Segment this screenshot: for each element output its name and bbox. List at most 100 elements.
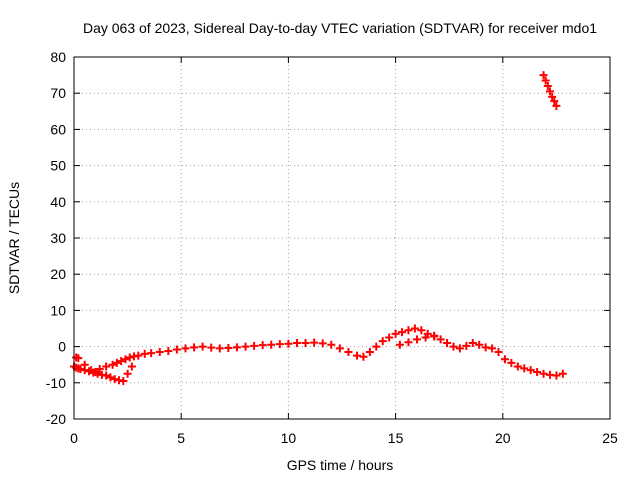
data-point — [181, 344, 190, 353]
data-point — [117, 357, 126, 366]
y-tick-label: 80 — [50, 49, 66, 65]
data-point — [335, 344, 344, 353]
data-point — [413, 335, 422, 344]
data-point — [155, 348, 164, 357]
axis-ticks: 0 5 10 15 20 25 -20 -10 0 10 20 30 40 50 60 70 80 — [46, 49, 618, 446]
data-point — [500, 355, 509, 364]
data-point — [353, 351, 362, 360]
data-point — [91, 367, 100, 376]
data-point — [417, 326, 426, 335]
data-point — [80, 360, 89, 369]
data-point — [430, 331, 439, 340]
data-point — [507, 358, 516, 367]
data-point — [543, 81, 552, 90]
y-tick-label: 60 — [50, 121, 66, 137]
y-tick-label: -10 — [46, 375, 66, 391]
data-point — [365, 348, 374, 357]
data-point — [475, 340, 484, 349]
data-point — [372, 342, 381, 351]
data-point — [123, 369, 132, 378]
x-tick-label: 25 — [602, 430, 618, 446]
x-tick-label: 20 — [495, 430, 511, 446]
data-point — [318, 339, 327, 348]
x-axis-label: GPS time / hours — [287, 457, 394, 473]
data-point — [462, 341, 471, 350]
x-tick-label: 5 — [177, 430, 185, 446]
chart-title: Day 063 of 2023, Sidereal Day-to-day VTE… — [83, 20, 597, 36]
data-point — [108, 360, 117, 369]
data-point — [74, 354, 83, 363]
data-point — [545, 87, 554, 96]
data-point — [87, 366, 96, 375]
data-point — [513, 362, 522, 371]
y-tick-label: 70 — [50, 85, 66, 101]
data-point — [494, 348, 503, 357]
data-point — [284, 339, 293, 348]
data-point — [539, 71, 548, 80]
data-point — [95, 365, 104, 374]
y-tick-label: 40 — [50, 194, 66, 210]
data-point — [267, 340, 276, 349]
data-point — [250, 341, 259, 350]
data-point — [404, 326, 413, 335]
data-point — [121, 355, 130, 364]
data-point — [449, 342, 458, 351]
y-tick-label: 50 — [50, 158, 66, 174]
data-point — [378, 337, 387, 346]
data-point — [112, 358, 121, 367]
data-point — [391, 329, 400, 338]
data-point — [481, 343, 490, 352]
data-point — [147, 349, 156, 358]
data-point — [106, 373, 115, 382]
data-point — [232, 343, 241, 352]
x-tick-label: 0 — [70, 430, 78, 446]
data-point — [327, 340, 336, 349]
data-point — [76, 365, 85, 374]
data-point — [558, 369, 567, 378]
y-axis-label: SDTVAR / TECUs — [6, 182, 22, 294]
x-tick-label: 10 — [281, 430, 297, 446]
data-point — [119, 376, 128, 385]
data-points — [70, 71, 567, 385]
data-point — [134, 351, 143, 360]
data-point — [436, 335, 445, 344]
data-point — [526, 366, 535, 375]
data-point — [404, 338, 413, 347]
data-point — [110, 375, 119, 384]
y-tick-label: 10 — [50, 302, 66, 318]
data-point — [127, 362, 136, 371]
data-point — [488, 344, 497, 353]
data-point — [395, 340, 404, 349]
data-point — [410, 324, 419, 333]
data-point — [359, 352, 368, 361]
data-point — [301, 338, 310, 347]
data-point — [468, 338, 477, 347]
data-point — [443, 338, 452, 347]
data-point — [292, 338, 301, 347]
data-point — [215, 344, 224, 353]
data-point — [310, 338, 319, 347]
data-point — [421, 333, 430, 342]
y-tick-label: 30 — [50, 230, 66, 246]
grid — [74, 57, 610, 419]
data-point — [224, 344, 233, 353]
data-point — [552, 101, 561, 110]
data-point — [520, 364, 529, 373]
y-tick-label: 20 — [50, 266, 66, 282]
data-point — [455, 344, 464, 353]
plot-frame — [73, 56, 611, 420]
data-point — [398, 328, 407, 337]
data-point — [172, 345, 181, 354]
data-point — [125, 353, 134, 362]
y-tick-label: 0 — [58, 339, 66, 355]
data-point — [541, 76, 550, 85]
data-point — [198, 342, 207, 351]
y-tick-label: -20 — [46, 411, 66, 427]
data-point — [539, 369, 548, 378]
data-point — [190, 343, 199, 352]
data-point — [548, 92, 557, 101]
data-point — [102, 362, 111, 371]
data-point — [385, 333, 394, 342]
data-point — [164, 346, 173, 355]
